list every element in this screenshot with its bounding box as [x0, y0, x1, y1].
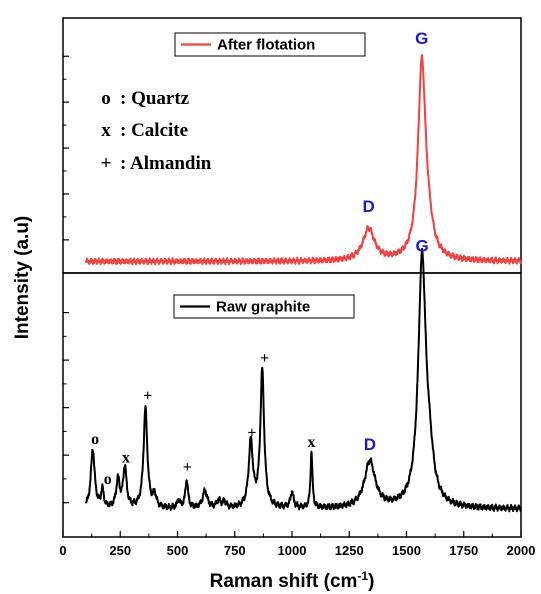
x-axis-title: Raman shift (cm-1) [210, 569, 375, 592]
mineral-symbol: + [101, 153, 112, 174]
legend-entry-label: After flotation [217, 37, 315, 54]
legend-entry-label: Raw graphite [216, 299, 310, 316]
legend-raw-graphite: Raw graphite [173, 294, 355, 319]
x-tick-label: 1750 [449, 543, 478, 558]
x-tick-label: 500 [167, 543, 189, 558]
x-tick-label: 250 [109, 543, 131, 558]
peak-label: D [364, 435, 376, 454]
mineral-name: : Almandin [120, 153, 212, 174]
series-line [84, 247, 522, 513]
legend-box [173, 294, 355, 319]
peak-label: D [363, 197, 375, 216]
legend-box [174, 32, 366, 57]
mineral-legend: o : Quartz x : Calcite + : Almandin [101, 88, 212, 174]
mineral-label: + [183, 459, 192, 476]
legend-after-flotation: After flotation [174, 32, 366, 57]
panel-raw-graphite: oox++++x DG [62, 236, 522, 538]
x-tick-label: 2000 [507, 543, 536, 558]
x-tick-label: 1250 [335, 543, 364, 558]
mineral-symbol: x [101, 120, 111, 141]
mineral-label: o [104, 471, 112, 488]
peak-label: G [415, 236, 428, 255]
mineral-label: + [260, 350, 269, 367]
mineral-label: + [143, 387, 152, 404]
series-line [84, 54, 522, 266]
mineral-symbol: o [101, 88, 111, 109]
mineral-label: + [247, 425, 256, 442]
mineral-name: : Quartz [120, 88, 190, 109]
mineral-label: x [122, 450, 130, 467]
peak-label: G [415, 29, 428, 48]
x-tick-label: 0 [59, 543, 66, 558]
mineral-label: o [91, 431, 99, 448]
x-tick-label: 750 [224, 543, 246, 558]
x-axis-ticks: 0 250 500 750 1000 1250 1500 1750 2000 [59, 531, 535, 558]
mineral-name: : Calcite [120, 120, 188, 141]
mineral-label: x [308, 434, 316, 451]
y-axis-title: Intensity (a.u) [12, 216, 33, 340]
x-tick-label: 1000 [278, 543, 307, 558]
x-tick-label: 1500 [392, 543, 421, 558]
